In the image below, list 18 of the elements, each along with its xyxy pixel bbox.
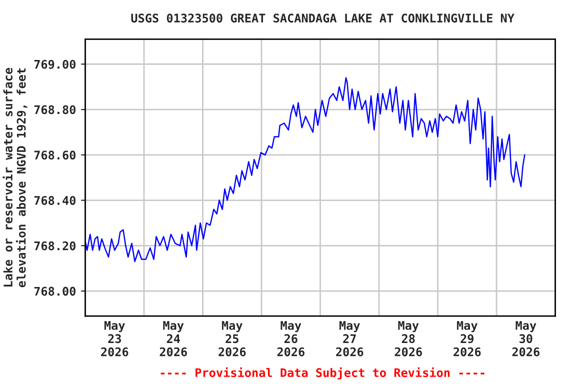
x-tick-label: May 28 2026 bbox=[394, 321, 422, 356]
y-tick-label: 768.60 bbox=[34, 150, 76, 160]
y-tick-label: 768.20 bbox=[34, 241, 76, 250]
x-tick-label: May 26 2026 bbox=[277, 321, 304, 356]
x-tick-label: May 27 2026 bbox=[336, 321, 364, 356]
chart-title: USGS 01323500 GREAT SACANDAGA LAKE AT CONKLINGVILLE NY bbox=[131, 14, 514, 23]
y-axis-title: Lake or reservoir water surface elevation above NGVD 1929, feet bbox=[2, 68, 28, 288]
x-tick-label: May 23 2026 bbox=[101, 321, 128, 356]
y-tick-label: 768.00 bbox=[34, 286, 76, 296]
x-tick-label: May 25 2026 bbox=[218, 321, 246, 356]
y-tick-label: 769.00 bbox=[34, 60, 76, 69]
text: ---- Provisional Data Subject to Revision ---- bbox=[160, 367, 484, 380]
y-tick-label: 768.80 bbox=[34, 105, 76, 114]
y-tick-label: 768.40 bbox=[34, 196, 76, 205]
line-series bbox=[85, 77, 526, 262]
x-tick-label: May 24 2026 bbox=[160, 321, 187, 356]
x-tick-label: May 29 2026 bbox=[454, 321, 481, 356]
x-tick-label: May 30 2026 bbox=[512, 321, 540, 356]
